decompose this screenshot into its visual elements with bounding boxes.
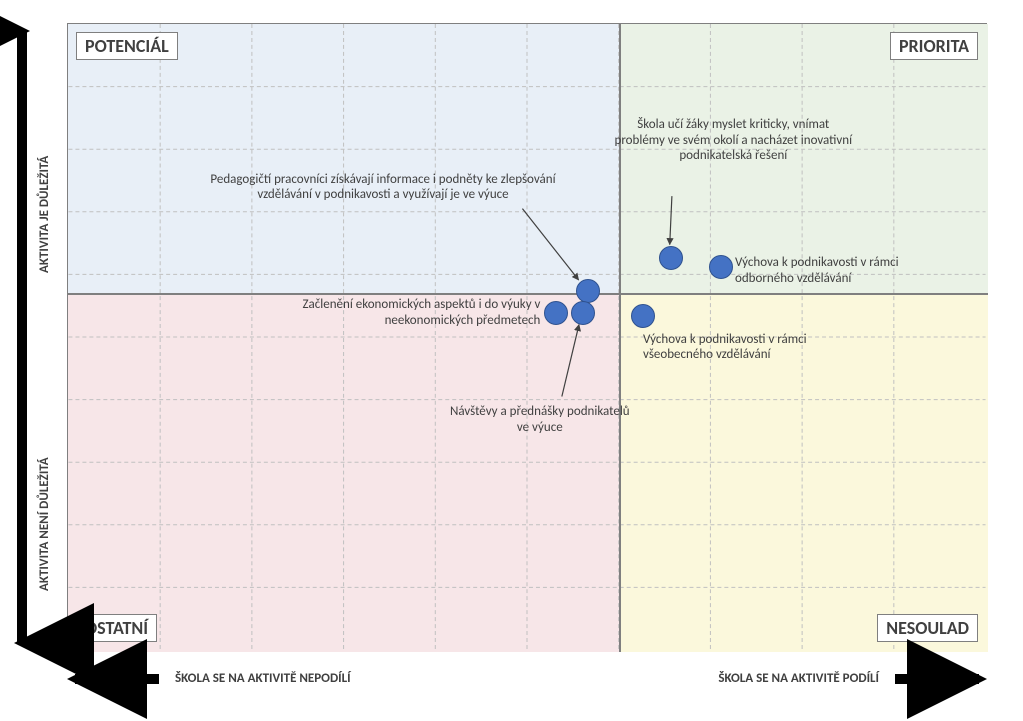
y-axis-label-bottom: AKTIVITA NENÍ DŮLEŽITÁ bbox=[37, 457, 52, 591]
annotation: Začlenění ekonomických aspektů i do výuk… bbox=[270, 297, 540, 328]
data-point bbox=[544, 301, 568, 325]
quadrant-label-priorita: PRIORITA bbox=[890, 32, 978, 60]
annotation: Výchova k podnikavosti v rámci odborného… bbox=[735, 255, 955, 286]
annotation: Škola učí žáky myslet kriticky, vnímat p… bbox=[611, 117, 856, 164]
y-axis-arrow bbox=[12, 23, 32, 651]
quadrant-label-nesoulad: NESOULAD bbox=[877, 614, 978, 642]
data-point bbox=[709, 255, 733, 279]
y-axis-label-top: AKTIVITA JE DŮLEŽITÁ bbox=[37, 156, 52, 273]
x-axis-arrow-left bbox=[67, 669, 167, 689]
median-horizontal bbox=[68, 293, 988, 295]
x-axis-label-right: ŠKOLA SE NA AKTIVITĚ PODÍLÍ bbox=[718, 671, 879, 686]
annotation: Výchova k podnikavosti v rámci všeobecné… bbox=[643, 332, 873, 363]
quadrant-label-potencial: POTENCIÁL bbox=[76, 32, 178, 60]
data-point bbox=[576, 279, 600, 303]
x-axis-label-left: ŠKOLA SE NA AKTIVITĚ NEPODÍLÍ bbox=[175, 671, 351, 686]
chart-container: POTENCIÁL PRIORITA OSTATNÍ NESOULAD Peda… bbox=[0, 0, 1023, 721]
annotation: Návštěvy a přednášky podnikatelů ve výuc… bbox=[450, 404, 630, 435]
data-point bbox=[631, 304, 655, 328]
annotation: Pedagogičtí pracovníci získávají informa… bbox=[183, 172, 583, 203]
x-axis-arrow-right bbox=[887, 669, 987, 689]
data-point bbox=[659, 246, 683, 270]
quadrant-label-ostatni: OSTATNÍ bbox=[76, 614, 157, 642]
data-point bbox=[571, 301, 595, 325]
plot-area: POTENCIÁL PRIORITA OSTATNÍ NESOULAD Peda… bbox=[67, 23, 987, 651]
